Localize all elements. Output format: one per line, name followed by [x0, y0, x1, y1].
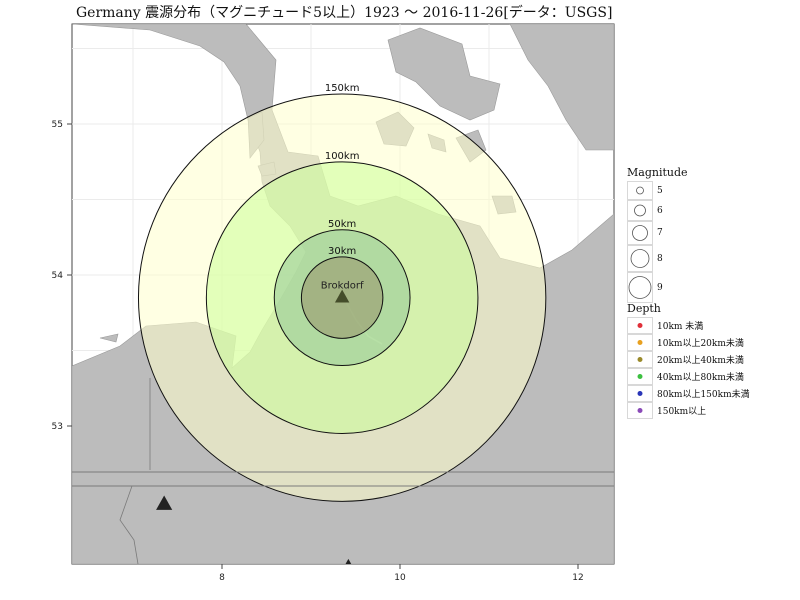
magnitude-circle-icon: [627, 200, 653, 221]
depth-legend-item: 40km以上80km未満: [627, 368, 750, 385]
site-markers: Brokdorf: [156, 281, 364, 564]
x-tick-label: 10: [394, 573, 406, 583]
magnitude-legend-label: 8: [657, 253, 663, 264]
depth-dot-icon: [627, 334, 653, 351]
depth-legend-item: 80km以上150km未満: [627, 385, 750, 402]
depth-legend-label: 10km以上20km未満: [657, 339, 744, 349]
site-label: Brokdorf: [321, 281, 364, 292]
depth-dot-icon: [627, 385, 653, 402]
depth-legend-title: Depth: [627, 302, 661, 315]
land-sweden: [509, 24, 614, 151]
depth-legend-item: 150km以上: [627, 402, 750, 419]
land-island-west: [99, 333, 119, 343]
depth-dot-icon: [627, 368, 653, 385]
magnitude-legend-label: 6: [657, 205, 663, 216]
y-tick-label: 53: [52, 422, 63, 432]
depth-legend: Depth 10km 未満 10km以上20km未満 20km以上40km未満 40k…: [627, 302, 750, 419]
magnitude-legend-item: 5: [627, 181, 688, 200]
magnitude-legend-item: 8: [627, 245, 688, 272]
magnitude-legend-item: 6: [627, 200, 688, 221]
magnitude-circle-icon: [627, 245, 653, 272]
magnitude-legend-item: 7: [627, 221, 688, 245]
map-axes: 8 10 12 55 54 53: [52, 120, 584, 583]
depth-legend-label: 10km 未満: [657, 322, 704, 332]
ring-label: 50km: [328, 219, 356, 230]
magnitude-legend: Magnitude 5 6 7 8 9: [627, 166, 688, 303]
depth-dot-icon: [627, 317, 653, 334]
magnitude-legend-label: 5: [657, 185, 663, 196]
y-tick-label: 54: [52, 271, 64, 281]
land-zealand: [387, 27, 501, 121]
other-site-marker: [345, 558, 352, 564]
ring-label: 30km: [328, 246, 356, 257]
magnitude-circle-icon: [627, 181, 653, 200]
y-tick-label: 55: [52, 120, 63, 130]
magnitude-legend-label: 9: [657, 282, 663, 293]
map-title: Germany 震源分布（マグニチュード5以上）1923 〜 2016-11-2…: [76, 5, 613, 21]
country-borders: [72, 378, 614, 564]
depth-legend-label: 40km以上80km未満: [657, 373, 744, 383]
depth-dot-icon: [627, 402, 653, 419]
depth-legend-item: 20km以上40km未満: [627, 351, 750, 368]
x-tick-label: 12: [572, 573, 583, 583]
magnitude-legend-item: 9: [627, 272, 688, 303]
depth-legend-label: 20km以上40km未満: [657, 356, 744, 366]
ring-label: 100km: [325, 151, 360, 162]
ring-label: 150km: [325, 83, 360, 94]
other-site-marker: [156, 495, 173, 510]
magnitude-circle-icon: [627, 272, 653, 303]
ring-labels: 150km 100km 50km 30km: [325, 83, 360, 257]
magnitude-legend-label: 7: [657, 228, 663, 238]
depth-legend-label: 150km以上: [657, 407, 707, 417]
depth-legend-item: 10km 未満: [627, 317, 750, 334]
depth-legend-item: 10km以上20km未満: [627, 334, 750, 351]
site-marker: [334, 289, 350, 303]
magnitude-circle-icon: [627, 221, 653, 245]
depth-dot-icon: [627, 351, 653, 368]
magnitude-legend-title: Magnitude: [627, 166, 688, 179]
depth-legend-label: 80km以上150km未満: [657, 390, 750, 400]
x-tick-label: 8: [219, 573, 225, 583]
